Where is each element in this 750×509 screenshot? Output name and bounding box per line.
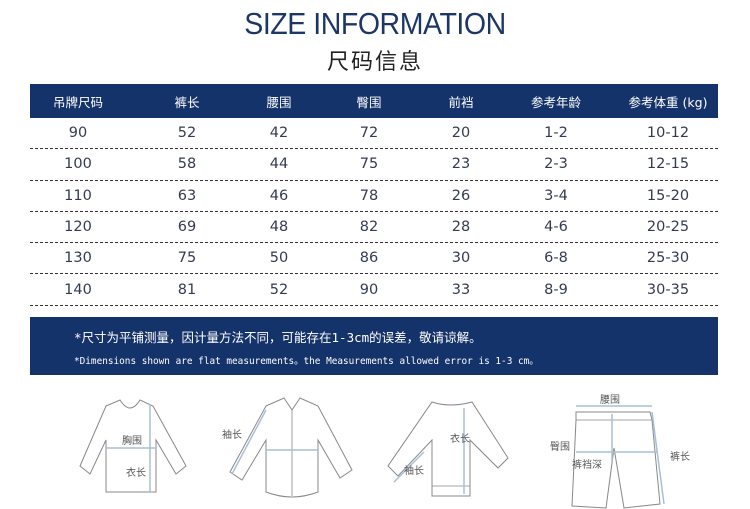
column-header: 腰围 (266, 94, 292, 110)
table-cell: 52 (177, 125, 197, 142)
sweater-sleeve-label: 袖长 (404, 466, 424, 477)
table-cell: 69 (177, 219, 197, 236)
measurement-note: *尺寸为平铺测量，因计量方法不同，可能存在1-3cm的误差，敬请谅解。 *Dim… (30, 317, 718, 375)
pants-drawing (571, 405, 665, 509)
table-cell: 120 (64, 219, 92, 236)
table-cell: 30-35 (646, 281, 690, 298)
table-cell: 130 (64, 250, 92, 267)
column-header: 裤长 (174, 94, 200, 110)
table-cell: 25-30 (646, 250, 690, 267)
shirt-sleeve-label: 袖长 (222, 430, 242, 441)
table-cell: 72 (359, 125, 379, 142)
table-cell: 86 (359, 250, 379, 267)
table-row: 100 58 44 75 23 2-3 12-15 (30, 149, 718, 181)
table-cell: 26 (451, 187, 471, 204)
table-cell: 75 (177, 250, 197, 267)
shirt-drawing (229, 397, 353, 498)
table-body: 90 52 42 72 20 1-2 10-12 100 58 44 75 23 2-3 12-15 110… (30, 118, 718, 306)
table-cell: 20-25 (646, 219, 690, 236)
table-cell: 52 (269, 281, 289, 298)
table-cell: 12-15 (646, 156, 690, 173)
table-row: 130 75 50 86 30 6-8 25-30 (30, 243, 718, 275)
pants-rise-label: 裤裆深 (572, 460, 602, 471)
table-cell: 28 (451, 219, 471, 236)
table-cell: 110 (64, 187, 92, 204)
table-cell: 90 (359, 281, 379, 298)
tshirt-length-label: 衣长 (126, 468, 146, 479)
table-cell: 100 (64, 156, 92, 173)
table-cell: 6-8 (544, 250, 568, 267)
table-row: 120 69 48 82 28 4-6 20-25 (30, 212, 718, 244)
table-cell: 78 (359, 187, 379, 204)
column-header: 吊牌尺码 (52, 94, 103, 110)
shirt-illustration: 袖长 (222, 388, 362, 508)
table-cell: 90 (68, 125, 88, 142)
table-row: 90 52 42 72 20 1-2 10-12 (30, 118, 718, 150)
page-subtitle: 尺码信息 (326, 50, 423, 75)
column-header: 参考年龄 (530, 94, 581, 110)
table-cell: 8-9 (544, 281, 568, 298)
table-cell: 10-12 (646, 125, 690, 142)
table-cell: 140 (64, 281, 92, 298)
table-cell: 23 (451, 156, 471, 173)
table-cell: 58 (177, 156, 197, 173)
table-cell: 33 (451, 281, 471, 298)
table-cell: 3-4 (544, 187, 568, 204)
table-row: 140 81 52 90 33 8-9 30-35 (30, 274, 718, 306)
table-cell: 63 (177, 187, 197, 204)
table-cell: 2-3 (544, 156, 568, 173)
tshirt-chest-label: 胸围 (122, 436, 142, 447)
table-header: 吊牌尺码 裤长 腰围 臀围 前裆 参考年龄 参考体重 (kg) (30, 84, 718, 118)
tshirt-drawing (79, 399, 187, 493)
tshirt-illustration: 胸围 衣长 (78, 388, 208, 508)
column-header: 前裆 (448, 94, 474, 110)
pants-length-label: 裤长 (670, 452, 690, 463)
table-cell: 1-2 (544, 125, 568, 142)
table-cell: 82 (359, 219, 379, 236)
note-chinese: *尺寸为平铺测量，因计量方法不同，可能存在1-3cm的误差，敬请谅解。 (74, 330, 482, 345)
pants-waist-label: 腰围 (600, 395, 620, 406)
table-row: 110 63 46 78 26 3-4 15-20 (30, 181, 718, 212)
column-header: 臀围 (356, 94, 382, 110)
sweater-illustration: 衣长 袖长 (380, 388, 520, 508)
size-table: 吊牌尺码 裤长 腰围 臀围 前裆 参考年龄 参考体重 (kg) 90 52 42 72 20 1-2 1… (30, 84, 718, 306)
table-cell: 30 (451, 250, 471, 267)
pants-illustration: 腰围 臀围 裤裆深 裤长 (548, 386, 708, 509)
page-title: SIZE INFORMATION (244, 6, 506, 41)
table-cell: 15-20 (646, 187, 690, 204)
column-header: 参考体重 (kg) (628, 94, 708, 110)
note-english: *Dimensions shown are flat measurements。… (74, 356, 539, 367)
table-cell: 46 (269, 187, 289, 204)
sweater-drawing (387, 401, 509, 497)
table-cell: 4-6 (544, 219, 568, 236)
table-cell: 81 (177, 281, 197, 298)
table-cell: 20 (451, 125, 471, 142)
sweater-length-label: 衣长 (450, 434, 470, 445)
pants-hip-label: 臀围 (550, 442, 570, 453)
table-cell: 42 (269, 125, 289, 142)
table-cell: 75 (359, 156, 379, 173)
table-cell: 48 (269, 219, 289, 236)
table-cell: 44 (269, 156, 289, 173)
table-cell: 50 (269, 250, 289, 267)
